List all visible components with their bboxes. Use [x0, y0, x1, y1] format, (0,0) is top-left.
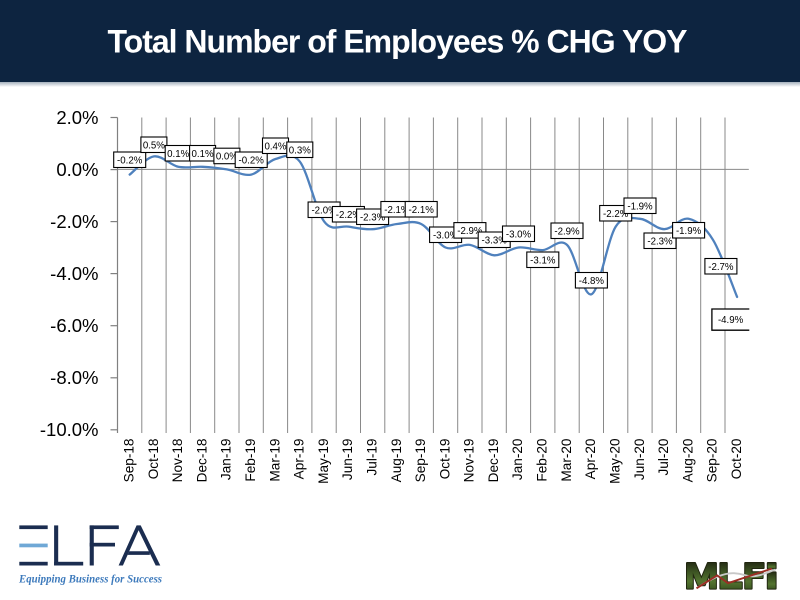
svg-text:Equipping Business for Success: Equipping Business for Success — [18, 572, 162, 585]
svg-text:Sep-20: Sep-20 — [705, 438, 720, 482]
svg-text:Sep-18: Sep-18 — [122, 439, 137, 483]
svg-text:-3.1%: -3.1% — [530, 255, 556, 266]
svg-text:-2.0%: -2.0% — [311, 205, 337, 216]
svg-text:-3.3%: -3.3% — [482, 235, 508, 246]
svg-text:-2.2%: -2.2% — [336, 210, 362, 221]
svg-text:Nov-19: Nov-19 — [462, 439, 477, 483]
svg-text:Aug-20: Aug-20 — [680, 438, 695, 482]
svg-text:-2.0%: -2.0% — [50, 211, 98, 232]
svg-text:-6.0%: -6.0% — [50, 315, 98, 336]
svg-text:-1.9%: -1.9% — [627, 201, 653, 212]
svg-text:0.0%: 0.0% — [56, 159, 98, 180]
svg-text:-8.0%: -8.0% — [50, 367, 98, 388]
svg-text:Feb-20: Feb-20 — [535, 438, 550, 482]
svg-text:Oct-18: Oct-18 — [146, 439, 161, 480]
svg-text:Oct-19: Oct-19 — [437, 439, 452, 480]
svg-text:Jan-20: Jan-20 — [510, 438, 525, 480]
svg-text:Dec-19: Dec-19 — [486, 439, 501, 483]
svg-text:Feb-19: Feb-19 — [243, 439, 258, 482]
svg-text:Jul-19: Jul-19 — [364, 439, 379, 476]
svg-text:Jul-20: Jul-20 — [656, 438, 671, 475]
svg-text:Oct-20: Oct-20 — [729, 438, 744, 479]
svg-text:0.4%: 0.4% — [264, 141, 286, 152]
svg-text:0.1%: 0.1% — [192, 149, 214, 160]
svg-text:Sep-19: Sep-19 — [413, 439, 428, 483]
svg-text:Total Number of Employees % CH: Total Number of Employees % CHG YOY — [107, 24, 687, 60]
svg-text:-4.0%: -4.0% — [50, 263, 98, 284]
svg-text:-2.1%: -2.1% — [384, 205, 410, 216]
svg-text:Jun-20: Jun-20 — [632, 438, 647, 480]
svg-text:Jan-19: Jan-19 — [219, 439, 234, 481]
svg-text:Nov-18: Nov-18 — [170, 439, 185, 483]
svg-text:-2.1%: -2.1% — [409, 205, 435, 216]
svg-text:May-19: May-19 — [316, 439, 331, 484]
svg-text:-2.3%: -2.3% — [360, 212, 386, 223]
svg-text:May-20: May-20 — [608, 438, 623, 484]
svg-text:-2.9%: -2.9% — [457, 226, 483, 237]
svg-text:2.0%: 2.0% — [56, 107, 98, 128]
svg-text:-2.7%: -2.7% — [708, 262, 734, 273]
svg-text:Mar-19: Mar-19 — [267, 439, 282, 482]
svg-text:-2.2%: -2.2% — [603, 209, 629, 220]
svg-text:0.3%: 0.3% — [289, 145, 311, 156]
svg-text:-0.2%: -0.2% — [117, 155, 143, 166]
svg-text:-10.0%: -10.0% — [40, 419, 99, 440]
svg-text:-4.9%: -4.9% — [718, 315, 744, 326]
svg-text:0.5%: 0.5% — [143, 140, 165, 151]
svg-text:-2.3%: -2.3% — [647, 236, 673, 247]
svg-text:-2.9%: -2.9% — [554, 226, 580, 237]
svg-text:0.1%: 0.1% — [167, 149, 189, 160]
svg-text:0.0%: 0.0% — [216, 152, 238, 163]
svg-text:Jun-19: Jun-19 — [340, 439, 355, 481]
svg-text:-1.9%: -1.9% — [676, 226, 702, 237]
svg-text:Mar-20: Mar-20 — [559, 438, 574, 481]
svg-text:Apr-20: Apr-20 — [583, 438, 598, 479]
svg-text:Dec-18: Dec-18 — [194, 439, 209, 483]
svg-text:-4.8%: -4.8% — [579, 276, 605, 287]
svg-text:Apr-19: Apr-19 — [292, 439, 307, 480]
svg-text:Aug-19: Aug-19 — [389, 439, 404, 483]
svg-text:-3.0%: -3.0% — [433, 230, 459, 241]
svg-text:-0.2%: -0.2% — [239, 155, 265, 166]
svg-text:-3.0%: -3.0% — [506, 229, 532, 240]
